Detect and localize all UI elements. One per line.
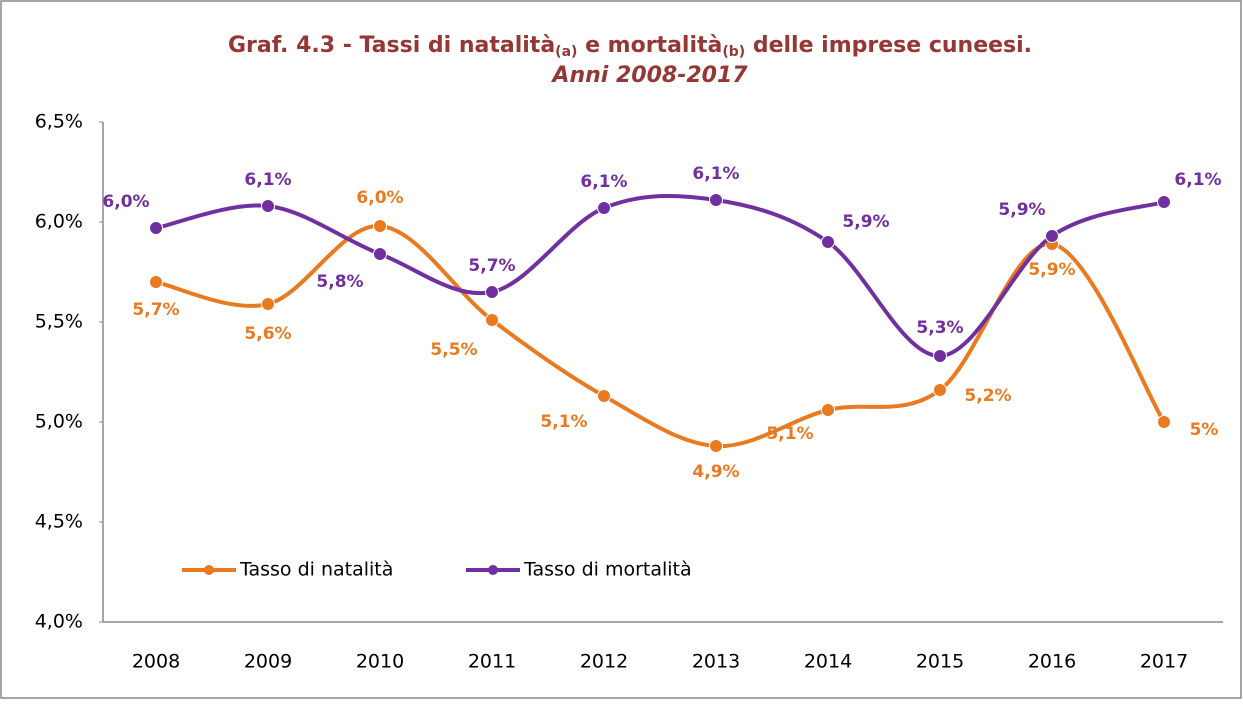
- x-tick-label: 2010: [356, 651, 404, 673]
- data-point: [485, 285, 499, 299]
- title-part: delle imprese cuneesi.: [745, 33, 1032, 58]
- x-tick-label: 2011: [468, 651, 516, 673]
- data-point: [1157, 195, 1171, 209]
- data-label: 5,5%: [430, 340, 477, 360]
- y-tick-label: 6,0%: [35, 211, 83, 233]
- data-point: [485, 313, 499, 327]
- x-tick-label: 2016: [1028, 651, 1076, 673]
- x-tick-label: 2014: [804, 651, 852, 673]
- x-tick-label: 2017: [1140, 651, 1188, 673]
- data-label: 5,8%: [316, 272, 363, 292]
- data-label: 6,1%: [1174, 170, 1221, 190]
- data-point: [373, 247, 387, 261]
- data-label: 5,9%: [1028, 260, 1075, 280]
- data-point: [709, 193, 723, 207]
- data-label: 5,1%: [540, 412, 587, 432]
- y-tick-label: 6,5%: [35, 111, 83, 133]
- title-part: e mortalità: [577, 33, 722, 58]
- data-point: [821, 235, 835, 249]
- data-label: 6,1%: [244, 170, 291, 190]
- data-label: 6,0%: [102, 192, 149, 212]
- data-label: 5,1%: [766, 424, 813, 444]
- x-tick-label: 2009: [244, 651, 292, 673]
- y-tick-label: 4,0%: [35, 611, 83, 633]
- data-point: [1157, 415, 1171, 429]
- x-tick-label: 2015: [916, 651, 964, 673]
- data-label: 5,2%: [964, 386, 1011, 406]
- data-point: [1045, 229, 1059, 243]
- data-point: [261, 199, 275, 213]
- data-label: 4,9%: [692, 462, 739, 482]
- data-point: [261, 297, 275, 311]
- y-tick-label: 5,0%: [35, 411, 83, 433]
- data-label: 5,7%: [468, 256, 515, 276]
- data-point: [709, 439, 723, 453]
- data-label: 5,3%: [916, 318, 963, 338]
- legend-marker: [488, 565, 498, 575]
- data-label: 5,9%: [998, 200, 1045, 220]
- x-tick-label: 2008: [132, 651, 180, 673]
- chart-title: Graf. 4.3 - Tassi di natalità(a) e morta…: [228, 33, 1032, 60]
- title-part: Graf. 4.3 - Tassi di natalità: [228, 33, 555, 58]
- legend-label: Tasso di natalità: [239, 559, 393, 581]
- data-label: 6,1%: [580, 172, 627, 192]
- data-point: [597, 201, 611, 215]
- title-sub: (a): [555, 44, 577, 60]
- data-label: 5,9%: [842, 212, 889, 232]
- data-point: [149, 275, 163, 289]
- data-label: 5%: [1190, 420, 1219, 440]
- data-point: [933, 383, 947, 397]
- series-line: [155, 193, 1165, 359]
- data-label: 5,6%: [244, 324, 291, 344]
- data-point: [821, 403, 835, 417]
- data-point: [933, 349, 947, 363]
- y-tick-label: 5,5%: [35, 311, 83, 333]
- chart-subtitle: Anni 2008-2017: [550, 63, 748, 88]
- y-tick-label: 4,5%: [35, 511, 83, 533]
- x-tick-label: 2012: [580, 651, 628, 673]
- legend-marker: [204, 565, 214, 575]
- data-point: [149, 221, 163, 235]
- data-label: 6,0%: [356, 188, 403, 208]
- x-tick-label: 2013: [692, 651, 740, 673]
- data-label: 5,7%: [132, 300, 179, 320]
- series-line: [155, 223, 1166, 449]
- data-label: 6,1%: [692, 164, 739, 184]
- data-point: [597, 389, 611, 403]
- data-point: [373, 219, 387, 233]
- legend-label: Tasso di mortalità: [523, 559, 692, 581]
- title-sub: (b): [722, 44, 745, 60]
